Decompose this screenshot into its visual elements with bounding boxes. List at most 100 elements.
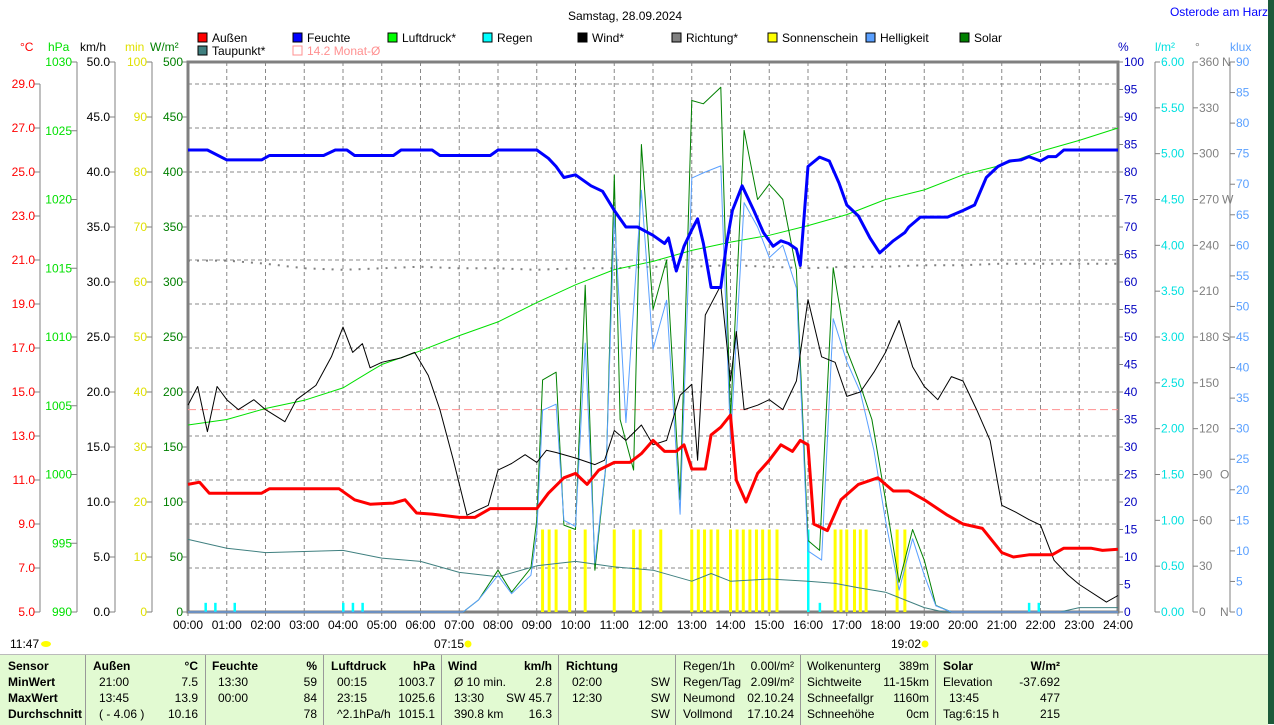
- legend-label: Feuchte: [307, 31, 351, 45]
- x-tick-label: 08:00: [483, 618, 513, 632]
- axis-tick-label: 7.0: [18, 561, 35, 575]
- sunshine-bar: [833, 529, 837, 612]
- axis-tick-label: 300: [1199, 147, 1219, 161]
- legend-label: Richtung*: [686, 31, 738, 45]
- series-marks: [187, 86, 1119, 613]
- axis-tick-label: 19.0: [12, 297, 36, 311]
- axis-unit-label: l/m²: [1155, 40, 1175, 54]
- axis-tick-label: 350: [163, 220, 183, 234]
- x-tick-label: 11:00: [600, 618, 629, 632]
- axis-tick-label: 70: [134, 220, 148, 234]
- axis-tick-label: 1020: [45, 193, 72, 207]
- x-tick-label: 10:00: [560, 618, 590, 632]
- axis-tick-label: 990: [52, 605, 72, 619]
- stats-time: Ø 10 min.: [454, 675, 507, 689]
- axis-tick-label: 60: [1199, 513, 1213, 527]
- series-line-außen: [187, 413, 1119, 559]
- stats-time: 00:00: [218, 691, 249, 705]
- axis-unit-label: km/h: [80, 40, 106, 54]
- sunshine-bar: [568, 529, 572, 612]
- x-tick-label: 04:00: [328, 618, 358, 632]
- stats-unit: °C: [184, 659, 198, 673]
- axis-tick-label: 15: [1236, 513, 1250, 527]
- x-tick-label: 12:00: [638, 618, 668, 632]
- stats-unit: %: [306, 659, 317, 673]
- sunshine-bar: [716, 529, 720, 612]
- axis-tick-label: 13.0: [12, 429, 36, 443]
- axis-tick-label: 80: [1236, 116, 1250, 130]
- legend-label: Solar: [974, 31, 1002, 45]
- axis-tick-label: 30: [1199, 559, 1213, 573]
- axis-tick-label: 35: [1236, 391, 1250, 405]
- axis-tick-label: 300: [163, 275, 183, 289]
- axis-unit-label: °C: [20, 40, 34, 54]
- stats-misc-label: Schneefallgr: [807, 691, 874, 705]
- stats-header: Solar: [943, 659, 974, 673]
- rain-bar: [1027, 602, 1031, 612]
- x-tick-label: 18:00: [870, 618, 900, 632]
- stats-time: 02:00: [572, 675, 603, 689]
- axis-tick-label: 50: [134, 330, 148, 344]
- stats-header: Sensor: [8, 659, 49, 673]
- axis-unit-label: hPa: [48, 40, 70, 54]
- axis-tick-label: 5.0: [93, 550, 110, 564]
- sunshine-bar: [583, 529, 587, 612]
- axis-tick-label: 1030: [45, 55, 72, 69]
- stats-misc-value: 1160m: [893, 691, 929, 705]
- grid: [186, 60, 1120, 614]
- sunshine-bar: [632, 529, 636, 612]
- rain-bar: [342, 602, 345, 612]
- sun-icon: [464, 640, 472, 648]
- axis-tick-label: 120: [1199, 422, 1219, 436]
- axis-tick-label: 150: [163, 440, 183, 454]
- x-tick-label: 14:00: [715, 618, 745, 632]
- rain-bar: [807, 529, 810, 612]
- legend-label: Sonnenschein: [782, 31, 858, 45]
- legend-swatch: [197, 45, 208, 56]
- axis-tick-label: 150: [1199, 376, 1219, 390]
- axis-tick-label: 6.00: [1161, 55, 1185, 69]
- stats-solar-label: Tag:6:15 h: [943, 707, 1000, 721]
- stats-row-label: Durchschnitt: [8, 707, 83, 721]
- axis-tick-label: 30: [134, 440, 148, 454]
- stats-misc-label: Neumond: [683, 691, 736, 705]
- axis-tick-label: 1005: [45, 399, 72, 413]
- x-tick-label: 16:00: [793, 618, 823, 632]
- axis-tick-label: 15.0: [12, 385, 36, 399]
- axis-tick-label: 50: [1236, 299, 1250, 313]
- x-tick-label: 06:00: [405, 618, 435, 632]
- axis-tick-label: 4.00: [1161, 238, 1185, 252]
- stats-header: Luftdruck: [331, 659, 387, 673]
- axis-tick-label: 0.0: [93, 605, 110, 619]
- x-tick-label: 22:00: [1025, 618, 1055, 632]
- axis-tick-label: 75: [1236, 147, 1250, 161]
- stats-time: 390.8 km: [454, 707, 504, 721]
- rain-bar: [351, 602, 355, 612]
- sunrise-label: 07:15: [434, 637, 464, 651]
- legend-swatch: [482, 32, 493, 43]
- stats-misc-label: Vollmond: [683, 707, 733, 721]
- axis-tick-label: 0: [1236, 605, 1243, 619]
- sunshine-bar: [853, 529, 856, 612]
- x-tick-label: 17:00: [832, 618, 862, 632]
- axis-tick-label: 0: [1124, 605, 1131, 619]
- rain-bar: [204, 602, 207, 612]
- axis-tick-label: 45: [1236, 330, 1250, 344]
- location-link[interactable]: Osterode am Harz: [1170, 5, 1268, 19]
- stats-unit: W/m²: [1030, 659, 1060, 673]
- axis-tick-label: 25: [1124, 468, 1138, 482]
- axis-tick-label: 360: [1199, 55, 1219, 69]
- axis-tick-label: 85: [1124, 138, 1138, 152]
- x-tick-label: 20:00: [948, 618, 978, 632]
- axis-tick-label: 4.50: [1161, 193, 1185, 207]
- x-tick-label: 07:00: [444, 618, 474, 632]
- axis-tick-label: 1015: [45, 261, 72, 275]
- sunshine-bar: [748, 529, 752, 612]
- axis-tick-label: 90: [134, 110, 148, 124]
- cloud-icon: [41, 641, 51, 647]
- chart-title: Samstag, 28.09.2024: [568, 9, 682, 23]
- series-line-feuchte: [188, 148, 1118, 289]
- axis-unit-label: min: [125, 40, 144, 54]
- weather-chart: Samstag, 28.09.2024 Osterode am Harz 00:…: [10, 5, 1268, 651]
- sunshine-bar: [659, 529, 663, 612]
